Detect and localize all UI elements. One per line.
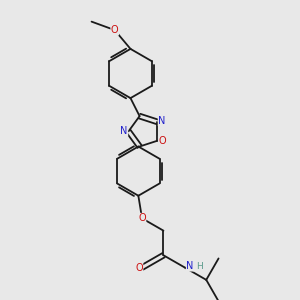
Text: N: N [120, 126, 128, 136]
Text: O: O [158, 136, 166, 146]
Text: N: N [158, 116, 166, 126]
Text: H: H [196, 262, 202, 271]
Text: O: O [135, 262, 143, 272]
Text: O: O [138, 213, 146, 223]
Text: O: O [111, 25, 118, 35]
Text: N: N [186, 261, 194, 271]
